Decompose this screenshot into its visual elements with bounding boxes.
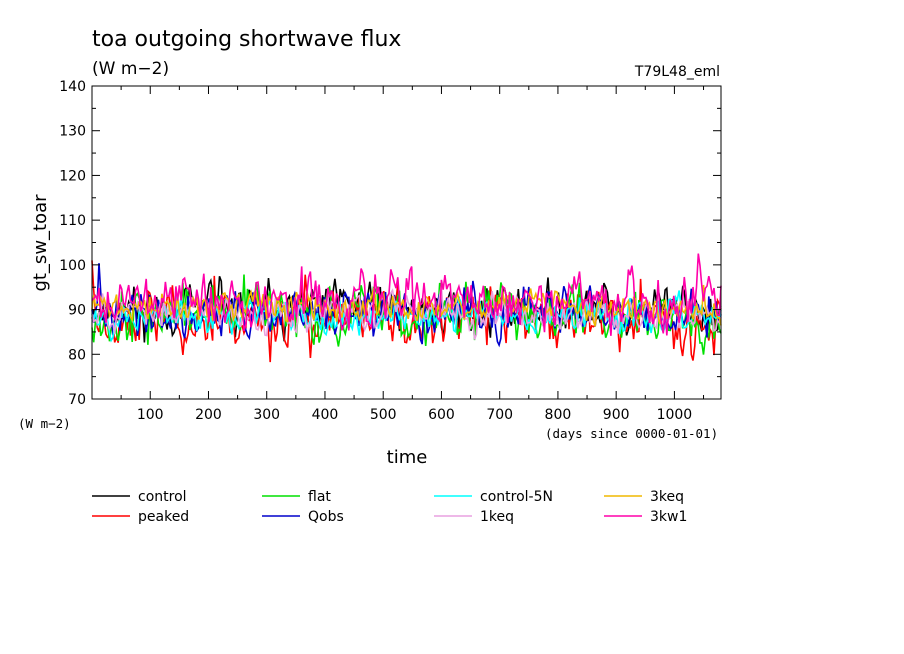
legend-label-1keq: 1keq: [480, 509, 514, 525]
chart-units: (W m−2): [92, 59, 169, 79]
y-axis-label: gt_sw_toar: [30, 194, 51, 292]
x-tick-label-2: 300: [253, 407, 280, 423]
series-layer: [91, 253, 722, 363]
series-line-3kw1: [91, 253, 722, 336]
legend-label-Qobs: Qobs: [308, 509, 344, 525]
chart-title: toa outgoing shortwave flux: [92, 27, 401, 52]
x-tick-label-4: 500: [370, 407, 397, 423]
x-tick-label-6: 700: [486, 407, 513, 423]
y-tick-label-6: 130: [59, 124, 86, 140]
legend-label-flat: flat: [308, 489, 331, 505]
legend-label-3keq: 3keq: [650, 489, 684, 505]
x-tick-label-1: 200: [195, 407, 222, 423]
legend-label-3kw1: 3kw1: [650, 509, 687, 525]
y-tick-label-3: 100: [59, 258, 86, 274]
y-tick-label-7: 140: [59, 79, 86, 95]
x-units-label: (days since 0000-01-01): [545, 426, 718, 441]
y-tick-label-4: 110: [59, 213, 86, 229]
x-tick-label-0: 100: [137, 407, 164, 423]
legend-label-peaked: peaked: [138, 509, 189, 525]
x-tick-label-9: 1000: [657, 407, 693, 423]
y-tick-label-5: 120: [59, 168, 86, 184]
x-tick-label-3: 400: [312, 407, 339, 423]
y-units-label: (W m−2): [18, 416, 71, 431]
legend: control peaked flat Qobs control-5N 1keq 3keq 3…: [92, 489, 687, 525]
x-tick-label-5: 600: [428, 407, 455, 423]
plot-frame: [91, 85, 722, 400]
experiment-label: T79L48_eml: [634, 64, 720, 80]
y-tick-label-0: 70: [68, 392, 86, 408]
y-tick-label-1: 80: [68, 347, 86, 363]
series-line-flat: [91, 274, 722, 355]
x-tick-label-7: 800: [545, 407, 572, 423]
x-axis-label: time: [387, 447, 428, 468]
ticks-layer: 70 80 90 100 110 120 130 140 100 200 300 400 500 600 7…: [59, 79, 721, 423]
legend-label-control-5N: control-5N: [480, 489, 553, 505]
y-tick-label-2: 90: [68, 303, 86, 319]
series-line-control-5N: [91, 290, 722, 343]
legend-label-control: control: [138, 489, 187, 505]
x-tick-label-8: 900: [603, 407, 630, 423]
